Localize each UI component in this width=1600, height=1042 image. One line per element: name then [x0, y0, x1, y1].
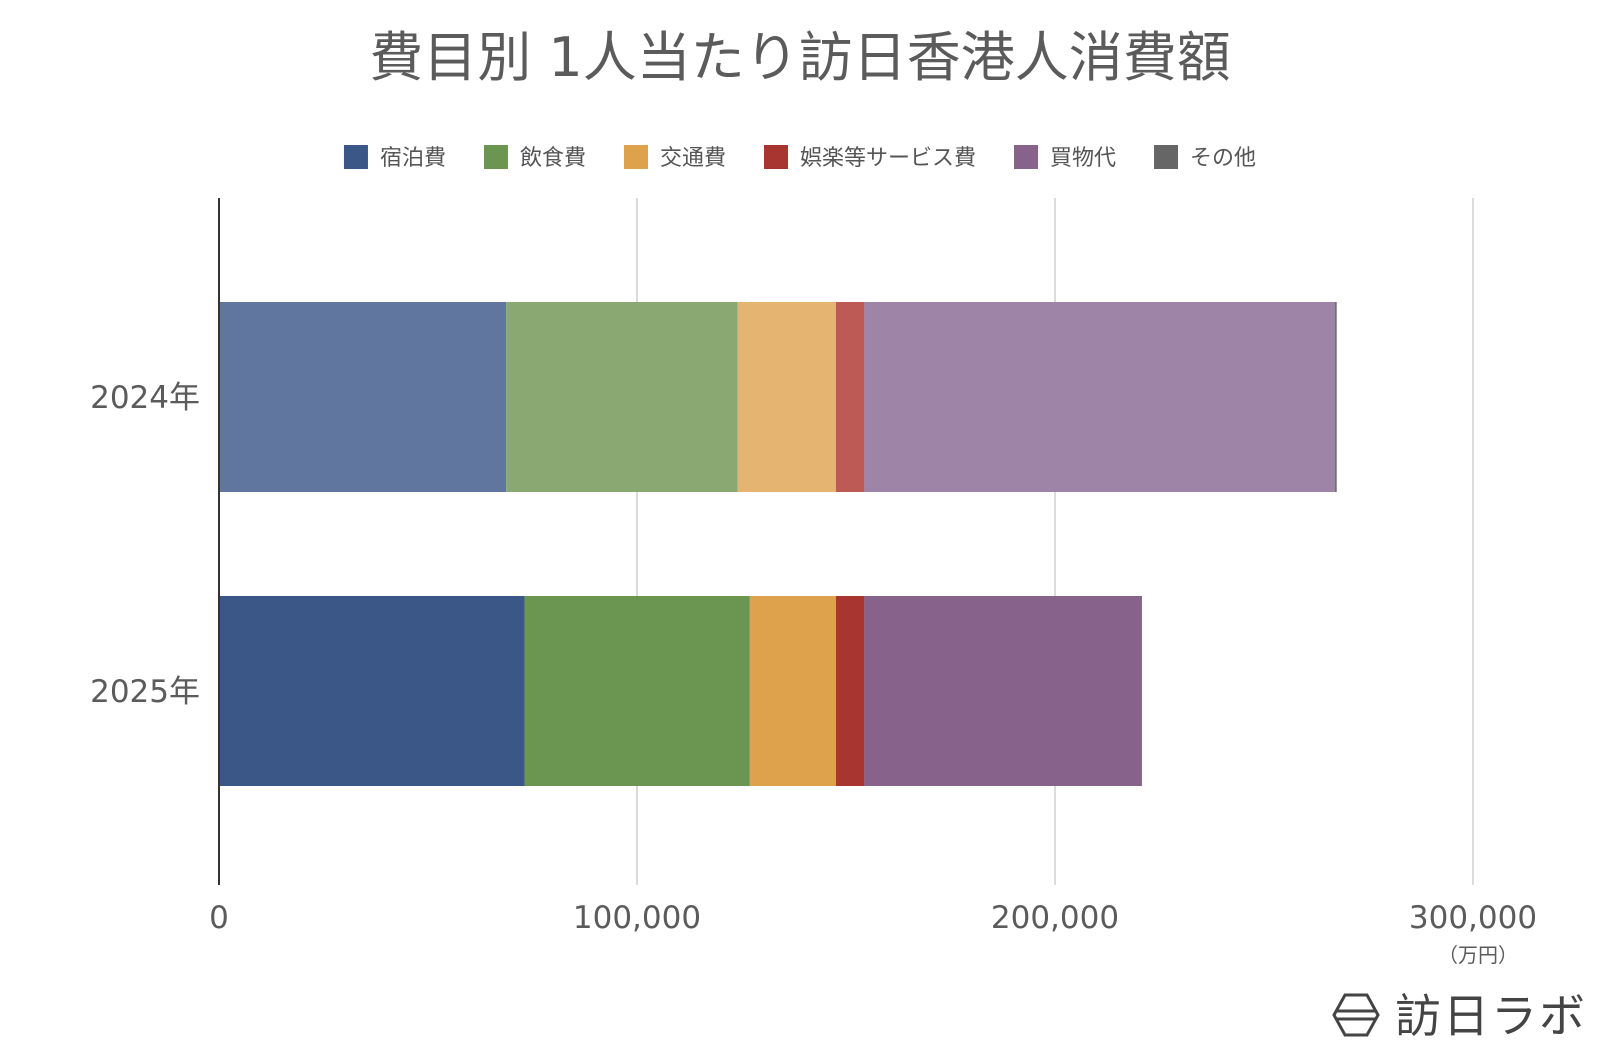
legend-item-宿泊費: 宿泊費	[343, 145, 446, 171]
bar-2025年-買物代	[864, 596, 1142, 786]
legend-swatch	[1154, 145, 1179, 169]
bar-2025年-娯楽等サービス費	[835, 596, 865, 786]
legend-label: 交通費	[660, 146, 726, 171]
bar-2024年-買物代	[864, 302, 1335, 492]
legend-item-交通費: 交通費	[623, 145, 726, 171]
legend-swatch	[764, 145, 788, 169]
legend-swatch	[1014, 145, 1039, 169]
legend-swatch	[343, 145, 368, 169]
logo-text: 訪日ラボ	[1395, 989, 1587, 1042]
legend-label: 娯楽等サービス費	[800, 146, 976, 171]
bar-2025年-交通費	[749, 596, 836, 786]
hexagon-logo-icon	[1332, 993, 1380, 1037]
bars	[219, 302, 1337, 786]
legend-item-娯楽等サービス費: 娯楽等サービス費	[764, 145, 976, 171]
bar-2024年-宿泊費	[219, 302, 507, 492]
bar-2024年-その他	[1334, 302, 1337, 492]
bar-2025年-飲食費	[524, 596, 750, 786]
legend-label: 買物代	[1050, 146, 1116, 171]
chart-title: 費目別 1人当たり訪日香港人消費額	[369, 26, 1231, 89]
legend-item-買物代: 買物代	[1014, 145, 1116, 171]
logo: 訪日ラボ	[1332, 989, 1587, 1042]
legend-item-飲食費: 飲食費	[483, 145, 586, 171]
x-tick-label-200000: 200,000	[991, 900, 1119, 936]
category-label-2024年: 2024年	[90, 380, 200, 416]
legend-label: 飲食費	[520, 146, 586, 171]
legend: 宿泊費 飲食費 交通費 娯楽等サービス費 買物代 その他	[343, 145, 1256, 171]
bar-2024年-娯楽等サービス費	[835, 302, 865, 492]
bar-2024年-飲食費	[506, 302, 738, 492]
legend-swatch	[623, 145, 648, 169]
legend-label: 宿泊費	[380, 146, 446, 171]
legend-item-その他: その他	[1154, 145, 1256, 171]
x-tick-label-300000: 300,000	[1409, 900, 1537, 936]
legend-label: その他	[1190, 146, 1256, 171]
bar-2024年-交通費	[737, 302, 836, 492]
x-tick-labels: 0 100,000 200,000 300,000	[209, 900, 1537, 936]
x-axis-unit-label: （万円）	[1438, 943, 1518, 967]
category-label-2025年: 2025年	[90, 674, 200, 710]
legend-swatch	[483, 145, 508, 169]
category-labels: 2024年 2025年	[90, 380, 200, 710]
bar-2025年-宿泊費	[219, 596, 525, 786]
x-tick-label-100000: 100,000	[573, 900, 701, 936]
x-tick-label-0: 0	[209, 900, 229, 936]
